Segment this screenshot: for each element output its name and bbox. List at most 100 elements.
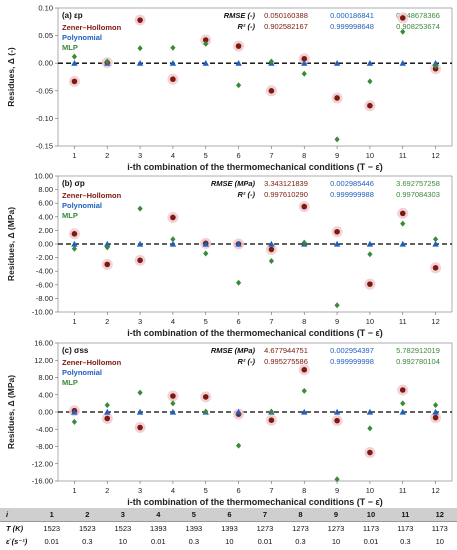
table-cell: 7: [247, 508, 283, 522]
table-cell: 11: [388, 508, 423, 522]
x-axis-title: i-th combination of the thermomechanical…: [127, 497, 383, 507]
polynomial-point: [136, 240, 144, 247]
mlp-point: [367, 251, 373, 258]
metric-value: 0.999999988: [330, 190, 374, 199]
table-cell: 0.3: [188, 537, 200, 546]
table-cell: 0.01: [257, 537, 273, 546]
y-tick-label: 8.00: [38, 185, 53, 194]
panel-c-sigma-ss: -16.00 -12.00 -8.00 -4.00 0.00 4.00 8.00 12.00 1…: [6, 339, 453, 507]
metric-value: 0.002954397: [330, 346, 374, 355]
table-cell: 0.3: [295, 537, 306, 546]
metric-value: 5.782912019: [396, 346, 440, 355]
polynomial-point: [169, 240, 177, 247]
table-cell: 1393: [176, 521, 212, 535]
polynomial-point: [366, 240, 374, 247]
polynomial-point: [366, 408, 374, 415]
x-tick-label: 2: [105, 486, 109, 495]
table-row-temperature: T (K) 1523 1523 1523 1393 1393 1393 1273…: [0, 521, 457, 535]
polynomial-point: [104, 408, 111, 415]
polynomial-point: [268, 240, 275, 247]
mlp-point: [301, 70, 307, 77]
x-tick-label: 11: [399, 486, 407, 495]
x-tick-label: 1: [72, 151, 76, 160]
x-tick-label: 7: [269, 486, 273, 495]
x-tick-label: 6: [236, 486, 240, 495]
polynomial-point: [333, 60, 341, 66]
y-tick-label: -4.00: [36, 425, 53, 434]
x-tick-label: 10: [366, 317, 374, 326]
metric-value: 0.992780104: [396, 357, 440, 366]
mlp-point: [137, 45, 143, 52]
zener-point: [334, 417, 340, 424]
x-tick-label: 6: [236, 317, 240, 326]
metric-value: 0.000186841: [330, 11, 374, 20]
polynomial-point: [432, 408, 439, 415]
zener-point: [104, 415, 111, 422]
y-tick-label: 2.00: [38, 226, 53, 235]
rmse-label: RMSE (-): [224, 11, 256, 20]
y-tick-label: -0.10: [36, 114, 53, 123]
table-cell: 0.01: [44, 537, 60, 546]
y-tick-label: 4.00: [38, 212, 53, 221]
mlp-point: [203, 408, 209, 415]
zener-point: [367, 281, 373, 287]
mlp-point: [104, 244, 110, 251]
x-tick-label: 11: [399, 151, 407, 160]
table-cell: 10: [118, 537, 127, 546]
y-tick-label: -10.00: [32, 308, 53, 317]
legend-entry: Zener–Hollomon: [62, 191, 122, 200]
metric-value: 3.343121839: [264, 179, 308, 188]
legend-entry: Polynomial: [62, 201, 102, 210]
panel-b-sigma-p: -10.00 -8.00 -6.00 -4.00 -2.00 0.00 2.00 4.00 6.…: [6, 172, 453, 338]
polynomial-point: [136, 408, 144, 415]
polynomial-point: [169, 60, 177, 66]
y-tick-label: -0.05: [36, 86, 53, 95]
r2-label: R² (-): [238, 22, 256, 31]
y-axis-title: Residues, Δ (MPa): [6, 375, 16, 449]
table-cell: 4: [140, 508, 177, 522]
row-label-i: i: [0, 508, 34, 522]
zener-point: [268, 246, 275, 253]
zener-point: [334, 95, 340, 101]
zener-point: [170, 393, 176, 399]
y-tick-label: 0.10: [38, 4, 53, 13]
y-tick-label: 4.00: [38, 390, 53, 399]
zener-point: [334, 228, 340, 235]
table-cell: 10: [353, 508, 389, 522]
y-tick-label: 0.00: [38, 240, 53, 249]
row-label-temperature: T (K): [0, 521, 34, 535]
zener-point: [432, 414, 439, 421]
x-tick-label: 9: [335, 317, 339, 326]
mlp-point: [137, 389, 143, 396]
zener-point: [235, 43, 242, 49]
polynomial-point: [301, 60, 308, 66]
mlp-point: [334, 136, 340, 143]
zener-point: [71, 78, 78, 85]
x-tick-label: 10: [366, 151, 374, 160]
metric-value: 0.995275586: [264, 357, 308, 366]
panel-label: (b) σp: [62, 179, 85, 188]
mlp-point: [334, 476, 340, 483]
table-cell: 10: [331, 537, 341, 546]
row-label-strain-rate: ε̇ (s⁻¹): [6, 537, 28, 546]
x-tick-label: 1: [72, 317, 76, 326]
zener-point: [367, 449, 373, 456]
table-cell: 6: [211, 508, 248, 522]
polynomial-point: [235, 60, 242, 66]
table-cell: 1273: [318, 521, 354, 535]
table-cell: 1273: [247, 521, 283, 535]
zener-point: [399, 210, 406, 217]
legend-entry: Zener–Hollomon: [62, 358, 122, 367]
x-tick-label: 1: [72, 486, 76, 495]
y-tick-label: 12.00: [34, 356, 53, 365]
r2-label: R² (-): [238, 357, 256, 366]
y-tick-label: -16.00: [32, 477, 53, 486]
mlp-point: [432, 402, 439, 409]
legend-entry: MLP: [62, 378, 78, 387]
table-cell: 9: [318, 508, 354, 522]
table-cell: 12: [422, 508, 457, 522]
y-tick-label: -6.00: [36, 280, 53, 289]
table-cell: 5: [176, 508, 212, 522]
polynomial-point: [301, 408, 308, 415]
